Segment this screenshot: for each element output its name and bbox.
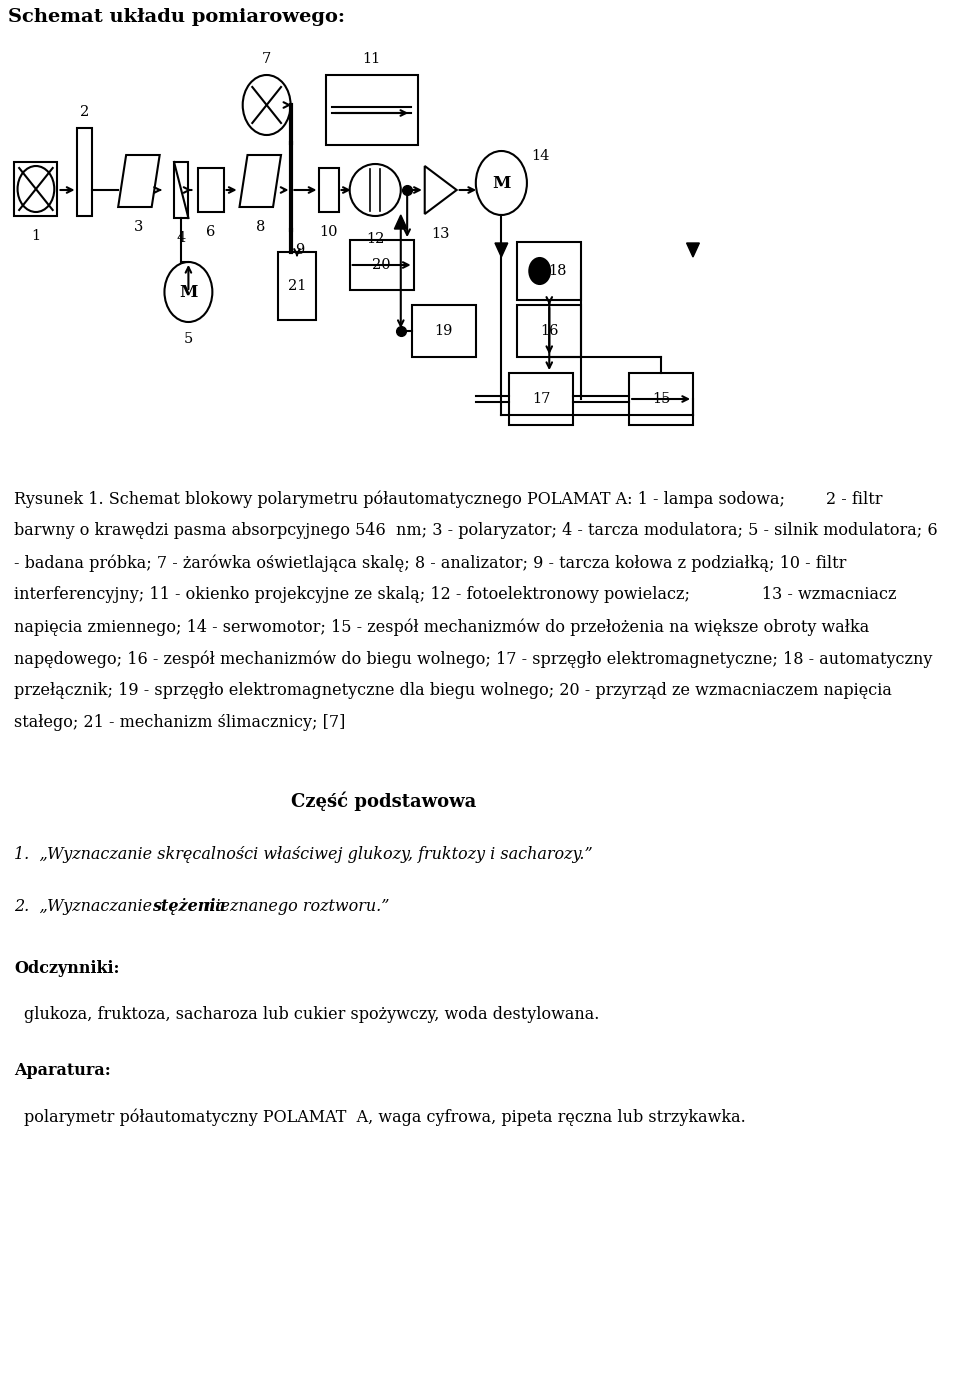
Text: 3: 3 bbox=[134, 220, 144, 234]
Bar bbox=[14, 162, 58, 216]
Polygon shape bbox=[395, 214, 407, 230]
Text: napięcia zmiennego; 14 - serwomotor; 15 - zespół mechanizmów do przełożenia na w: napięcia zmiennego; 14 - serwomotor; 15 … bbox=[14, 617, 870, 635]
Text: Część podstawowa: Część podstawowa bbox=[291, 791, 476, 810]
Text: 4: 4 bbox=[177, 231, 186, 245]
Polygon shape bbox=[686, 243, 700, 257]
Bar bbox=[510, 373, 573, 425]
Text: napędowego; 16 - zespół mechanizmów do biegu wolnego; 17 - sprzęgło elektromagne: napędowego; 16 - zespół mechanizmów do b… bbox=[14, 650, 933, 667]
Text: Aparatura:: Aparatura: bbox=[14, 1062, 111, 1079]
Polygon shape bbox=[495, 243, 508, 257]
Text: polarymetr półautomatyczny POLAMAT  A, waga cyfrowa, pipeta ręczna lub strzykawk: polarymetr półautomatyczny POLAMAT A, wa… bbox=[24, 1108, 746, 1126]
Text: 10: 10 bbox=[320, 226, 338, 239]
Text: 21: 21 bbox=[288, 279, 306, 293]
Text: 1.  „Wyznaczanie skręcalności właściwej glukozy, fruktozy i sacharozy.”: 1. „Wyznaczanie skręcalności właściwej g… bbox=[14, 846, 593, 864]
Text: 2: 2 bbox=[80, 104, 89, 120]
Circle shape bbox=[529, 258, 550, 285]
Text: stężenia: stężenia bbox=[152, 898, 226, 914]
Text: Rysunek 1. Schemat blokowy polarymetru półautomatycznego POLAMAT A: 1 - lampa so: Rysunek 1. Schemat blokowy polarymetru p… bbox=[14, 490, 883, 507]
Text: 8: 8 bbox=[255, 220, 265, 234]
Text: 7: 7 bbox=[262, 52, 272, 66]
Polygon shape bbox=[239, 155, 281, 208]
Text: Schemat układu pomiarowego:: Schemat układu pomiarowego: bbox=[8, 8, 345, 26]
Text: Odczynniki:: Odczynniki: bbox=[14, 960, 120, 978]
Bar bbox=[198, 168, 224, 212]
Bar bbox=[629, 373, 693, 425]
Polygon shape bbox=[424, 166, 457, 214]
Text: 16: 16 bbox=[540, 324, 559, 338]
Text: nieznanego roztworu.”: nieznanego roztworu.” bbox=[200, 898, 389, 914]
Text: 9: 9 bbox=[296, 243, 304, 257]
Circle shape bbox=[476, 151, 527, 214]
Ellipse shape bbox=[349, 164, 400, 216]
Text: - badana próbka; 7 - żarówka oświetlająca skalę; 8 - analizator; 9 - tarcza koło: - badana próbka; 7 - żarówka oświetlając… bbox=[14, 554, 847, 572]
Text: interferencyjny; 11 - okienko projekcyjne ze skalą; 12 - fotoelektronowy powiela: interferencyjny; 11 - okienko projekcyjn… bbox=[14, 586, 897, 604]
Bar bbox=[412, 305, 476, 358]
Bar bbox=[325, 76, 418, 144]
Circle shape bbox=[164, 263, 212, 322]
Bar bbox=[277, 252, 316, 320]
Bar bbox=[517, 305, 581, 358]
Text: 6: 6 bbox=[206, 226, 215, 239]
Text: 13: 13 bbox=[431, 227, 450, 241]
Text: 18: 18 bbox=[548, 264, 566, 278]
Text: 5: 5 bbox=[183, 331, 193, 346]
Circle shape bbox=[17, 166, 55, 212]
Text: barwny o krawędzi pasma absorpcyjnego 546  nm; 3 - polaryzator; 4 - tarcza modul: barwny o krawędzi pasma absorpcyjnego 54… bbox=[14, 522, 938, 539]
Text: 20: 20 bbox=[372, 258, 391, 272]
Text: 15: 15 bbox=[652, 392, 670, 406]
Text: M: M bbox=[492, 175, 511, 191]
Text: 12: 12 bbox=[366, 232, 384, 246]
Bar bbox=[174, 162, 188, 219]
Text: przełącznik; 19 - sprzęgło elektromagnetyczne dla biegu wolnego; 20 - przyrząd z: przełącznik; 19 - sprzęgło elektromagnet… bbox=[14, 682, 892, 698]
Text: glukoza, fruktoza, sacharoza lub cukier spożywczy, woda destylowana.: glukoza, fruktoza, sacharoza lub cukier … bbox=[24, 1006, 599, 1023]
Text: 19: 19 bbox=[435, 324, 453, 338]
Bar bbox=[349, 241, 414, 290]
Text: 17: 17 bbox=[532, 392, 550, 406]
Bar bbox=[320, 168, 339, 212]
Text: 14: 14 bbox=[532, 148, 550, 164]
Circle shape bbox=[243, 76, 291, 135]
Polygon shape bbox=[118, 155, 159, 208]
Bar bbox=[517, 242, 581, 300]
Text: 2.  „Wyznaczanie: 2. „Wyznaczanie bbox=[14, 898, 157, 914]
Text: 11: 11 bbox=[362, 52, 380, 66]
Text: stałego; 21 - mechanizm ślimacznicy; [7]: stałego; 21 - mechanizm ślimacznicy; [7] bbox=[14, 714, 346, 732]
Text: M: M bbox=[180, 283, 198, 301]
Bar bbox=[78, 128, 92, 216]
Text: 1: 1 bbox=[32, 230, 40, 243]
